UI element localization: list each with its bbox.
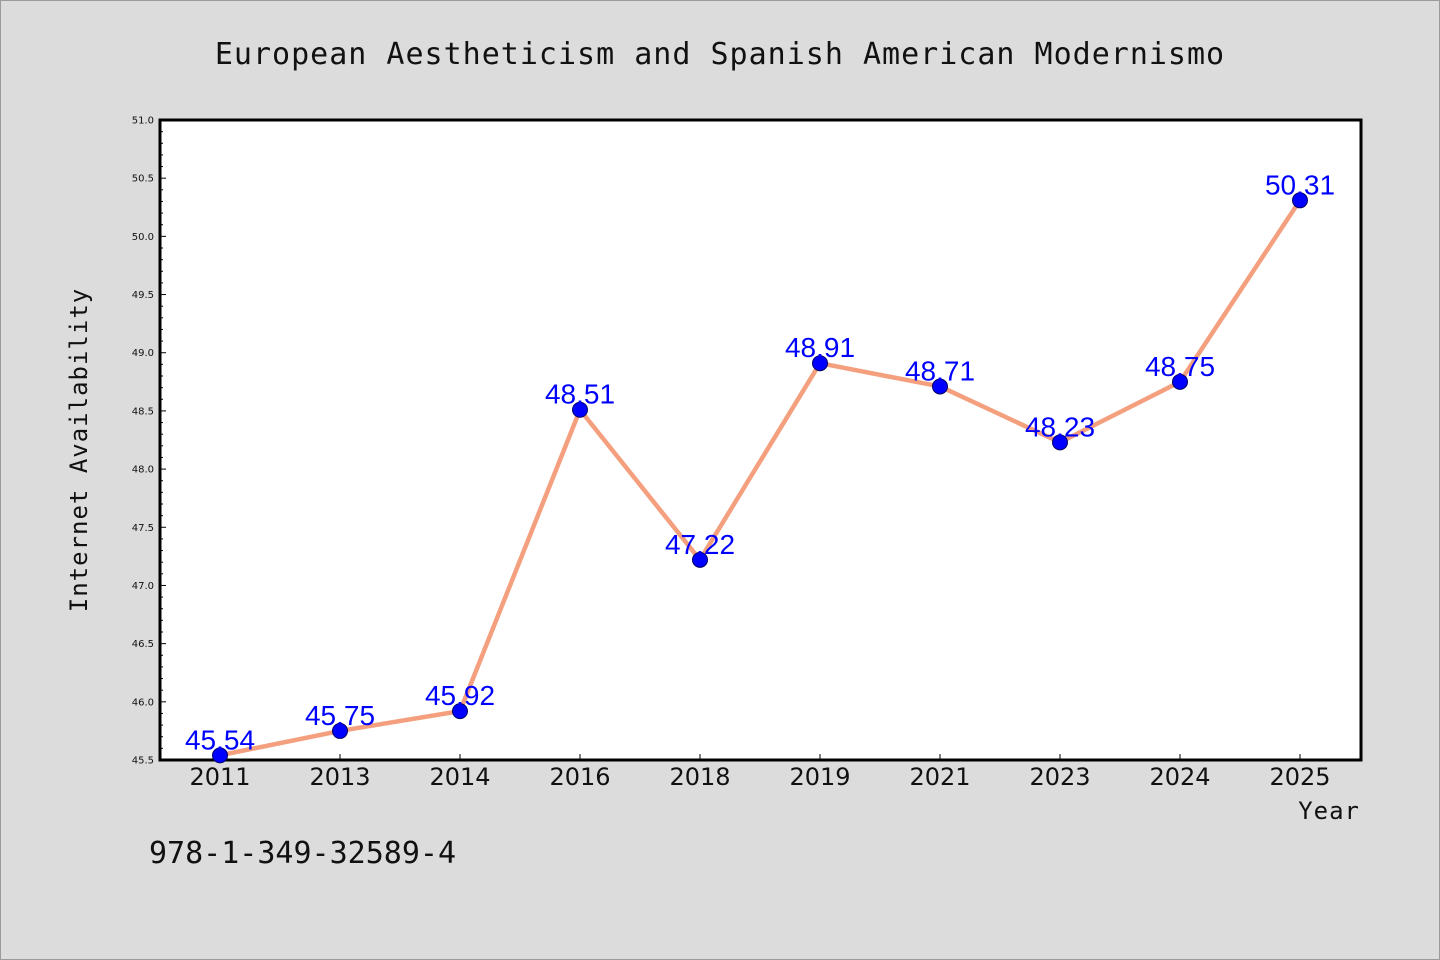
x-tick-label: 2011 xyxy=(189,763,250,791)
x-tick-label: 2021 xyxy=(909,763,970,791)
x-axis-ticks: 2011 2013 2014 2016 2018 2019 2021 2023 2024 2025 xyxy=(189,754,1331,791)
x-axis-label: Year xyxy=(1298,797,1360,825)
y-tick-label: 47.0 xyxy=(132,581,154,592)
data-label: 45.75 xyxy=(305,700,375,731)
plot-area xyxy=(158,118,1363,762)
y-tick-label: 45.5 xyxy=(132,756,154,767)
y-axis-label: Internet Availability xyxy=(65,288,93,612)
data-label: 48.75 xyxy=(1145,351,1215,382)
y-tick-label: 48.5 xyxy=(132,406,154,417)
y-tick-label: 49.5 xyxy=(132,290,154,301)
chart-title: European Aestheticism and Spanish Americ… xyxy=(215,37,1225,72)
data-label: 45.54 xyxy=(185,724,255,755)
data-point xyxy=(1172,373,1188,390)
data-point xyxy=(212,747,228,764)
data-label: 48.23 xyxy=(1025,411,1095,442)
x-tick-label: 2019 xyxy=(789,763,850,791)
isbn-footer: 978-1-349-32589-4 xyxy=(149,836,456,871)
y-tick-label: 50.0 xyxy=(132,232,154,243)
series-line-group: 45.54 45.75 45.92 48.51 47.22 48.91 48.71 48.23… xyxy=(185,169,1335,764)
data-point xyxy=(1052,434,1068,451)
data-point xyxy=(572,401,588,418)
data-label: 48.51 xyxy=(545,379,615,410)
x-tick-label: 2024 xyxy=(1149,763,1210,791)
data-label: 50.31 xyxy=(1265,169,1335,200)
y-tick-label: 48.0 xyxy=(132,465,154,476)
x-tick-label: 2013 xyxy=(309,763,370,791)
y-tick-label: 46.0 xyxy=(132,697,154,708)
data-label: 47.22 xyxy=(665,529,735,560)
data-point xyxy=(332,722,348,739)
y-tick-label: 46.5 xyxy=(132,639,154,650)
y-tick-label: 51.0 xyxy=(132,116,154,127)
data-label: 48.71 xyxy=(905,355,975,386)
data-point xyxy=(452,703,468,720)
y-tick-label: 50.5 xyxy=(132,174,154,185)
y-tick-label: 49.0 xyxy=(132,348,154,359)
data-point xyxy=(812,355,828,372)
data-point xyxy=(1292,192,1308,209)
y-axis-ticks: 45.5 46.0 46.5 47.0 47.5 48.0 48.5 49.0 49.5 50.0… xyxy=(132,116,166,767)
series-line xyxy=(217,198,1303,758)
x-tick-label: 2018 xyxy=(669,763,730,791)
data-label: 48.91 xyxy=(785,332,855,363)
y-tick-label: 47.5 xyxy=(132,523,154,534)
x-tick-label: 2023 xyxy=(1029,763,1090,791)
x-tick-label: 2016 xyxy=(549,763,610,791)
data-point xyxy=(692,551,708,568)
data-point xyxy=(932,378,948,395)
data-label: 45.92 xyxy=(425,680,495,711)
x-tick-label: 2014 xyxy=(429,763,490,791)
x-tick-label: 2025 xyxy=(1269,763,1330,791)
